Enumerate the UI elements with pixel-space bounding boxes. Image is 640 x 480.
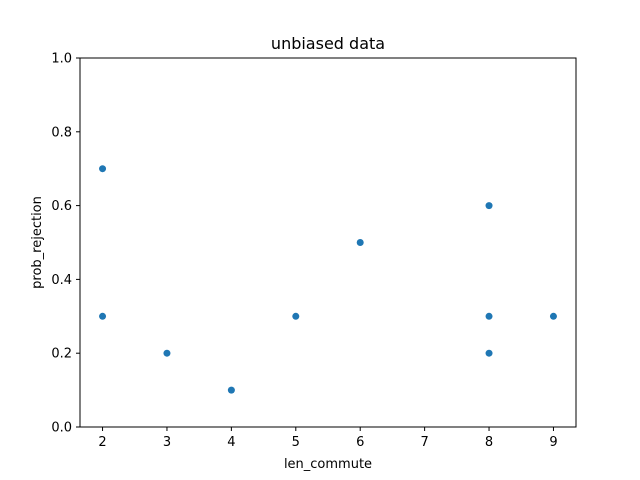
y-tick-label: 0.6 <box>51 199 72 214</box>
x-axis: 2 3 4 5 6 7 8 9 <box>98 427 558 450</box>
data-points <box>99 165 557 394</box>
data-point <box>99 312 107 320</box>
y-tick-label: 0.8 <box>51 125 72 140</box>
x-tick-label: 6 <box>356 435 364 450</box>
y-tick-label: 0.4 <box>51 273 72 288</box>
x-tick-label: 4 <box>227 435 235 450</box>
y-axis-label: prob_rejection <box>30 196 45 289</box>
plot-area <box>79 57 577 428</box>
x-tick-label: 5 <box>292 435 300 450</box>
data-point <box>292 312 300 320</box>
x-tick-label: 9 <box>549 435 557 450</box>
data-point <box>99 165 107 173</box>
data-point <box>163 349 171 357</box>
data-point <box>485 349 493 357</box>
x-tick-label: 3 <box>163 435 171 450</box>
data-point <box>549 312 557 320</box>
data-point <box>485 312 493 320</box>
y-axis: 0.0 0.2 0.4 0.6 0.8 1.0 <box>51 52 80 436</box>
data-point <box>356 239 364 246</box>
chart-title: unbiased data <box>271 34 385 53</box>
y-tick-label: 0.2 <box>51 347 72 362</box>
x-tick-label: 2 <box>98 435 106 450</box>
x-tick-label: 7 <box>420 435 428 450</box>
x-axis-label: len_commute <box>284 457 372 472</box>
data-point <box>227 386 235 394</box>
x-tick-label: 8 <box>485 435 493 450</box>
y-tick-label: 0.0 <box>51 421 72 436</box>
data-point <box>485 202 493 210</box>
y-tick-label: 1.0 <box>51 52 72 67</box>
